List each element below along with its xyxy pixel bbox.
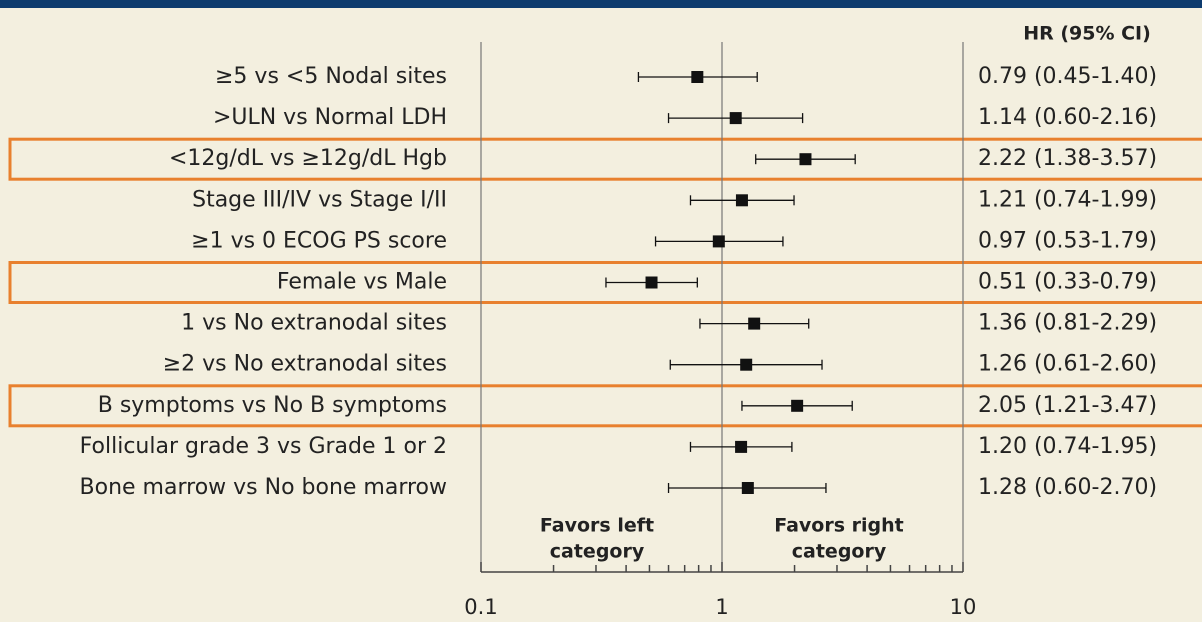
annotation: category	[792, 541, 887, 563]
hr-marker	[735, 194, 748, 207]
value-label: 0.79 (0.45-1.40)	[978, 64, 1157, 89]
row-label: ≥2 vs No extranodal sites	[163, 352, 447, 377]
row-label: Bone marrow vs No bone marrow	[80, 475, 447, 500]
hr-marker	[748, 317, 761, 330]
x-tick-label: 10	[950, 595, 977, 619]
highlight-box	[8, 384, 1202, 428]
value-label: 1.36 (0.81-2.29)	[978, 311, 1157, 336]
value-label: 0.97 (0.53-1.79)	[978, 228, 1157, 253]
value-label: 1.20 (0.74-1.95)	[978, 434, 1157, 459]
hr-marker	[791, 399, 804, 412]
value-label: 2.22 (1.38-3.57)	[978, 146, 1157, 171]
row-label: <12g/dL vs ≥12g/dL Hgb	[169, 146, 447, 171]
hr-marker	[691, 71, 704, 83]
hr-marker	[741, 482, 754, 494]
row-label: B symptoms vs No B symptoms	[98, 393, 447, 418]
row-label: Female vs Male	[277, 270, 447, 295]
annotation: Favors left	[540, 515, 654, 537]
value-label: 1.14 (0.60-2.16)	[978, 105, 1157, 130]
top-bar	[0, 0, 1202, 8]
row-label: ≥5 vs <5 Nodal sites	[215, 64, 447, 89]
row-label: Follicular grade 3 vs Grade 1 or 2	[80, 434, 447, 459]
hr-marker	[645, 276, 658, 289]
row-label: >ULN vs Normal LDH	[213, 105, 447, 130]
hr-marker	[735, 440, 748, 453]
row-label: 1 vs No extranodal sites	[181, 311, 447, 336]
column-header: HR (95% CI)	[1023, 23, 1151, 45]
value-label: 0.51 (0.33-0.79)	[978, 270, 1157, 295]
row-label: Stage III/IV vs Stage I/II	[192, 187, 447, 212]
value-label: 1.26 (0.61-2.60)	[978, 352, 1157, 377]
value-label: 1.28 (0.60-2.70)	[978, 475, 1157, 500]
hr-marker	[740, 358, 753, 371]
annotation: category	[550, 541, 645, 563]
x-tick-label: 0.1	[464, 595, 497, 619]
highlight-box	[8, 261, 1202, 304]
hr-marker	[712, 235, 725, 248]
hr-marker	[799, 153, 812, 166]
value-label: 2.05 (1.21-3.47)	[978, 393, 1157, 418]
annotation: Favors right	[774, 515, 904, 537]
row-label: ≥1 vs 0 ECOG PS score	[191, 228, 447, 253]
highlight-box	[8, 137, 1202, 181]
x-tick-label: 1	[715, 595, 728, 619]
hr-marker	[729, 112, 742, 125]
value-label: 1.21 (0.74-1.99)	[978, 187, 1157, 212]
